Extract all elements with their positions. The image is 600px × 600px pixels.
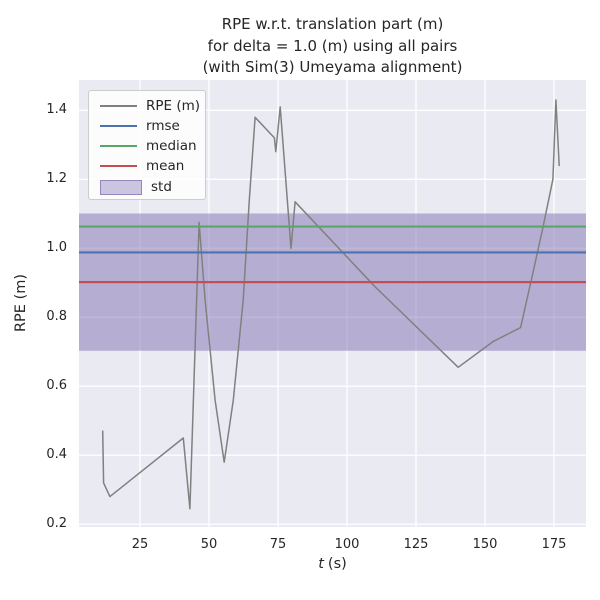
y-tick-label: 0.6 xyxy=(46,378,67,394)
x-tick-label: 50 xyxy=(200,537,218,552)
legend-label-rpe: RPE (m) xyxy=(146,98,201,114)
legend-label-std: std xyxy=(151,179,172,195)
x-tick-label: 150 xyxy=(472,537,498,552)
median-line-sample xyxy=(100,144,137,148)
legend-item-median: median xyxy=(95,136,205,156)
chart-title: RPE w.r.t. translation part (m) for delt… xyxy=(79,14,586,79)
chart-title-line-2: for delta = 1.0 (m) using all pairs xyxy=(207,36,458,55)
legend-item-mean: mean xyxy=(95,156,205,176)
mean-line-sample xyxy=(100,164,137,168)
legend-label-mean: mean xyxy=(146,158,185,174)
y-tick-label: 0.4 xyxy=(46,447,67,463)
x-tick-label: 75 xyxy=(269,537,287,552)
legend-label-rmse: rmse xyxy=(146,118,180,134)
x-tick-label: 125 xyxy=(403,537,429,552)
chart-title-line-3: (with Sim(3) Umeyama alignment) xyxy=(202,58,463,76)
rmse-line-sample xyxy=(100,124,137,128)
x-axis-label-variable: t xyxy=(318,556,324,572)
y-tick-label: 0.2 xyxy=(46,516,67,532)
y-tick-label: 1.2 xyxy=(46,171,67,187)
legend: RPE (m) rmse median mean std xyxy=(88,90,206,200)
legend-item-rpe: RPE (m) xyxy=(95,96,205,116)
y-tick-label: 1.4 xyxy=(46,102,67,118)
x-tick-label: 25 xyxy=(131,537,149,552)
legend-item-rmse: rmse xyxy=(95,116,205,136)
legend-item-std: std xyxy=(95,176,205,198)
rpe-line-sample xyxy=(100,105,137,107)
x-axis-label: t (s) xyxy=(79,556,586,572)
rpe-line xyxy=(101,99,560,510)
y-axis-label: RPE (m) xyxy=(13,273,29,333)
x-tick-label: 100 xyxy=(334,537,360,552)
legend-label-median: median xyxy=(146,138,197,154)
std-patch-sample xyxy=(100,179,142,195)
x-tick-label: 175 xyxy=(541,537,567,552)
chart-title-line-1: RPE w.r.t. translation part (m) xyxy=(221,15,444,33)
x-axis-label-unit: (s) xyxy=(327,556,347,572)
y-tick-label: 0.8 xyxy=(46,309,67,325)
y-tick-label: 1.0 xyxy=(46,240,67,256)
